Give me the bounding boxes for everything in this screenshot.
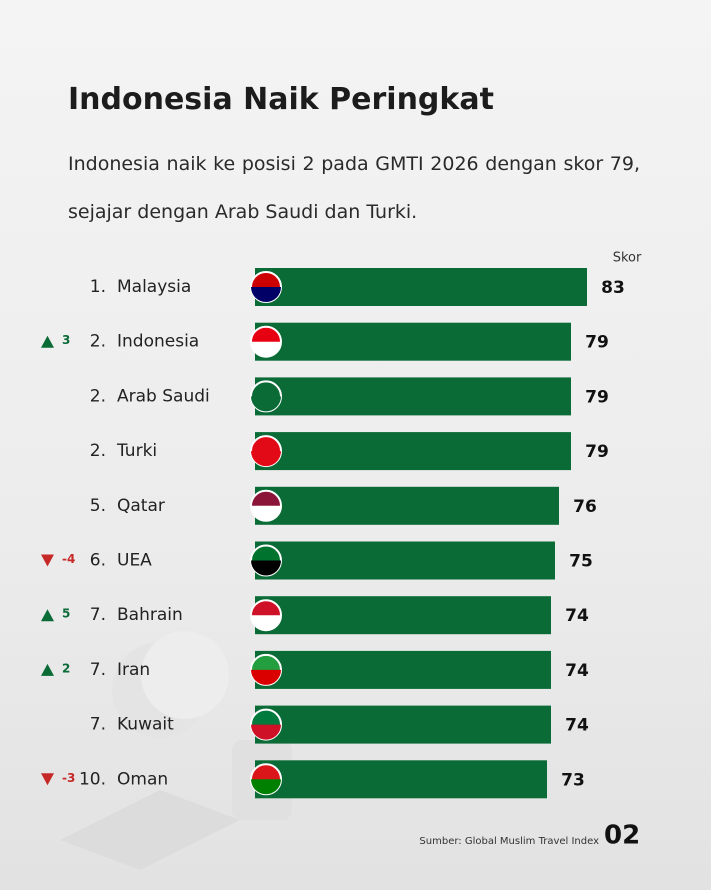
flag-detail [251,287,281,302]
value-label: 74 [565,716,589,736]
country: Indonesia [117,332,199,352]
page-number: 02 [604,821,640,851]
title: Indonesia Naik Peringkat [68,82,494,117]
flag-detail [251,396,281,412]
flag-detail [251,451,281,467]
bar [255,486,559,525]
flag-detail [251,560,281,576]
change-arrow [41,663,54,676]
crescent-cut [141,631,229,719]
rank-change: 2 [62,661,70,675]
value-label: 76 [573,497,597,517]
value-label: 83 [601,278,625,298]
rank: 2. [90,332,106,352]
rank-change: -4 [62,552,75,566]
rank-change: -3 [62,771,75,785]
book [60,790,240,870]
bar [255,268,587,306]
value-label: 79 [585,387,609,407]
country: Kuwait [117,715,174,735]
rank: 7. [90,660,106,680]
change-arrow [41,609,54,622]
country: Bahrain [117,605,183,625]
bar [255,432,571,471]
bar [255,705,551,744]
country: UEA [117,551,152,571]
rank: 1. [90,277,106,297]
bar [255,650,551,689]
change-arrow [41,335,54,348]
value-label: 75 [569,552,593,572]
flag-detail [251,669,281,685]
value-label: 74 [565,606,589,626]
rank: 6. [90,551,106,571]
subtitle: Indonesia naik ke posisi 2 pada GMTI 202… [68,153,640,223]
rank: 2. [90,386,106,406]
flag-detail [251,615,281,631]
country: Oman [117,769,168,789]
change-arrow [41,554,54,567]
value-label: 79 [585,333,609,353]
country: Turki [116,441,157,461]
country: Malaysia [117,277,191,297]
bar [255,377,571,416]
value-label: 74 [565,661,589,681]
country: Arab Saudi [117,386,210,406]
country: Iran [117,660,150,680]
value-axis-label: Skor [613,251,642,266]
change-arrow [41,773,54,786]
flag-detail [251,505,281,521]
value-label: 73 [561,770,585,790]
rank: 10. [79,769,106,789]
bar [255,322,571,361]
value-label: 79 [585,442,609,462]
rank-change: 5 [62,607,70,621]
source: Sumber: Global Muslim Travel Index [419,836,599,847]
rank: 7. [90,715,106,735]
bar [255,541,555,580]
bar [255,596,551,635]
rank-change: 3 [62,333,70,347]
bar [255,760,547,799]
rank: 5. [90,496,106,516]
rank: 7. [90,605,106,625]
flag-detail [251,341,281,357]
country: Qatar [117,496,165,516]
rank: 2. [90,441,106,461]
flag-detail [251,724,281,740]
flag-detail [251,779,281,795]
